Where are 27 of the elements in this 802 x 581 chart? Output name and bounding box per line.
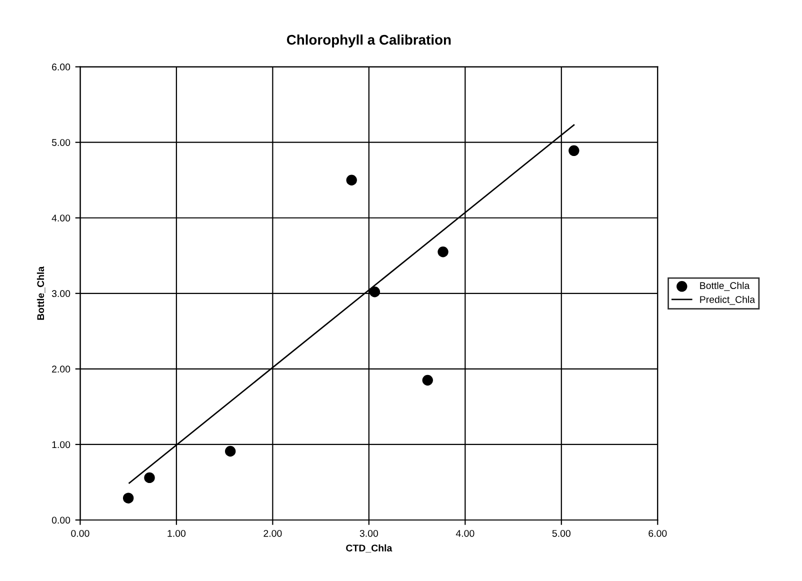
point: [568, 145, 580, 156]
y-axis-title: Bottle_Chla: [36, 266, 46, 320]
chart-title: Chlorophyll a Calibration: [286, 34, 451, 48]
y-tick-label: 0.00: [52, 516, 70, 524]
x-axis-title: CTD_Chla: [346, 544, 392, 553]
x-tick-label: 1.00: [168, 530, 186, 537]
y-tick-label: 5.00: [52, 139, 70, 146]
x-tick-label: 2.00: [264, 530, 282, 537]
point: [122, 492, 134, 504]
legend-label: Predict_Chla: [700, 296, 756, 305]
point: [144, 472, 155, 484]
x-tick-label: 5.00: [552, 530, 570, 537]
x-tick-label: 4.00: [456, 530, 474, 537]
legend-label: Bottle_Chla: [700, 282, 750, 291]
point: [438, 246, 448, 258]
y-tick-label: 6.00: [52, 64, 70, 70]
y-tick-label: 3.00: [52, 290, 70, 298]
x-tick-label: 0.00: [71, 530, 90, 537]
y-tick-label: 2.00: [52, 366, 70, 373]
point: [369, 286, 380, 298]
y-tick-label: 1.00: [52, 441, 70, 448]
y-tick-label: 4.00: [52, 214, 70, 222]
point: [422, 374, 433, 386]
x-tick-label: 6.00: [648, 530, 667, 537]
point: [346, 174, 357, 186]
x-tick-label: 3.00: [360, 530, 378, 537]
point: [224, 446, 236, 457]
